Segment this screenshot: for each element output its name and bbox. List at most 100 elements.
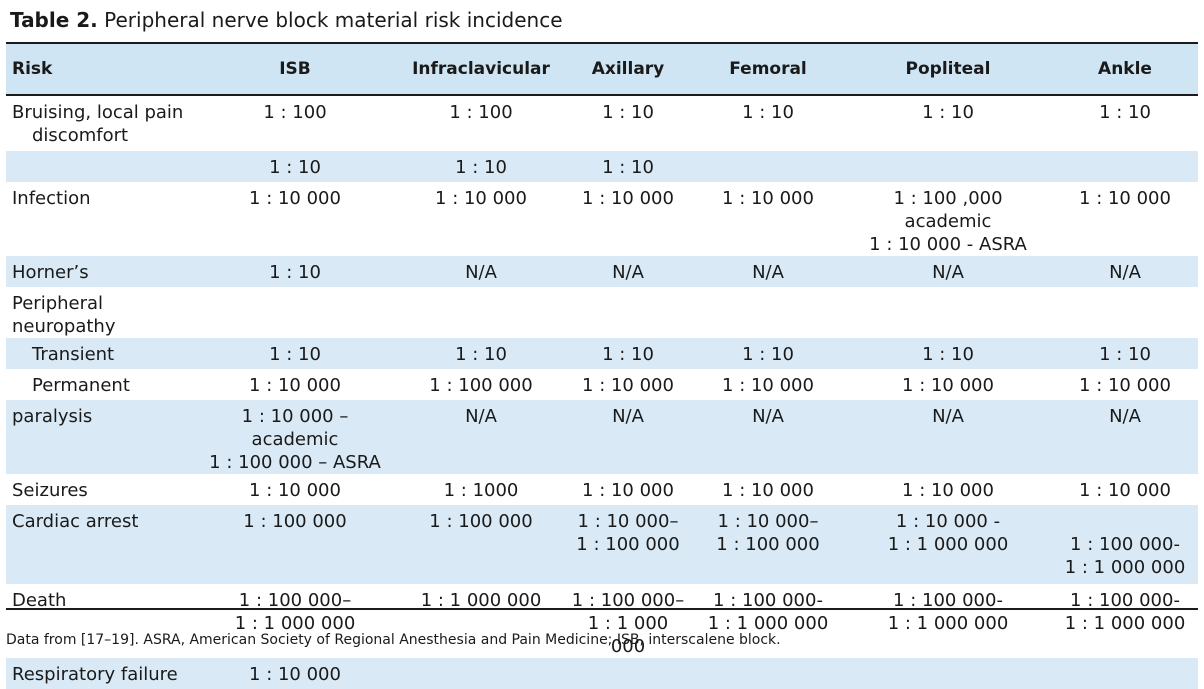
table-row: Permanent 1 : 10 000 1 : 100 000 1 : 10 000… [6,369,1198,400]
value-cell: 1 : 10 000 [398,182,564,256]
risk-cell: Infection [6,182,192,256]
incidence-value: 1 : 10 000 - ASRA [869,234,1027,255]
incidence-value: N/A [1109,406,1141,427]
incidence-value: 1 : 10 [1099,102,1151,123]
value-cell: N/A [564,256,692,287]
incidence-value: 1 : 10 000 [722,188,814,209]
value-cell: 1 : 100 [398,95,564,151]
value-cell: 1 : 10 000 [564,474,692,505]
incidence-value [198,292,392,315]
risk-label: paralysis [12,406,93,427]
value-cell [398,287,564,338]
footnote: Data from [17–19]. ASRA, American Societ… [6,632,781,648]
incidence-value: 1 : 10 [922,102,974,123]
risk-label: Transient [32,344,115,365]
incidence-value [404,663,558,686]
incidence-value: 1 : 10 000 [722,375,814,396]
incidence-value [1058,156,1192,179]
incidence-value: 1 : 1 000 000 [887,534,1009,555]
value-cell: 1 : 10 [192,256,398,287]
col-header-ankle: Ankle [1052,44,1198,96]
incidence-value: 1 : 100 000- [713,590,823,611]
value-cell: N/A [398,400,564,474]
incidence-value: 1 : 10 [269,157,321,178]
risk-cell: Seizures [6,474,192,505]
value-cell: 1 : 10 000 [192,369,398,400]
incidence-value: 1 : 1 000 000 [587,613,669,657]
risk-label: Seizures [12,480,88,501]
incidence-value: 1 : 100 000 [429,511,533,532]
incidence-value [698,156,838,179]
risk-cell: paralysis [6,400,192,474]
value-cell: 1 : 1 000 000 [398,584,564,658]
value-cell [844,151,1052,182]
value-cell: 1 : 10 000 [192,474,398,505]
value-cell [692,151,844,182]
risk-label: Respiratory failure [12,664,178,685]
value-cell: N/A [1052,400,1198,474]
value-cell: 1 : 100 000 [398,369,564,400]
incidence-value: 1 : 10 [922,344,974,365]
incidence-value: 1 : 1 000 000 [234,613,356,634]
value-cell [1052,658,1198,689]
value-cell: 1 : 10 000 [1052,369,1198,400]
col-header-popliteal: Popliteal [844,44,1052,96]
incidence-value: 1 : 10 000 [1079,375,1171,396]
incidence-value: N/A [612,406,644,427]
incidence-value: N/A [752,406,784,427]
incidence-value: 1 : 10 000 [435,188,527,209]
value-cell: 1 : 10 000 [1052,474,1198,505]
col-header-infraclavicular: Infraclavicular [398,44,564,96]
incidence-value: 1 : 10 000 [249,664,341,685]
value-cell: N/A [844,400,1052,474]
incidence-value: 1 : 100 000– [238,590,352,611]
value-cell: N/A [398,256,564,287]
incidence-value [404,292,558,315]
value-cell: N/A [1052,256,1198,287]
incidence-value: 1 : 100 000- [1070,590,1180,611]
value-cell: 1 : 10 000– 1 : 100 000 [692,505,844,584]
table-row: Infection 1 : 10 000 1 : 10 000 1 : 10 000 1… [6,182,1198,256]
value-cell: 1 : 10 000 [692,474,844,505]
value-cell: 1 : 10 000 – academic 1 : 100 000 – ASRA [192,400,398,474]
value-cell: 1 : 100 ,000 academic 1 : 10 000 - ASRA [844,182,1052,256]
table-body: Bruising, local pain discomfort 1 : 100 1 :… [6,95,1198,689]
value-cell [398,658,564,689]
incidence-value: 1 : 1 000 000 [1064,613,1186,634]
col-header-femoral: Femoral [692,44,844,96]
table-row: Transient 1 : 10 1 : 10 1 : 10 1 : 10 1 : 10 1… [6,338,1198,369]
value-cell: 1 : 10 [192,338,398,369]
incidence-value [1058,292,1192,315]
value-cell: N/A [564,400,692,474]
value-cell: 1 : 10 [692,95,844,151]
value-cell: 1 : 10 000 [844,369,1052,400]
table-number: Table 2. [10,8,98,32]
incidence-value: 1 : 10 [602,102,654,123]
incidence-value: 1 : 10 000 [1079,480,1171,501]
page: Table 2. Peripheral nerve block material… [6,8,1198,689]
value-cell: 1 : 10 [692,338,844,369]
incidence-value [698,292,838,315]
incidence-value: 1 : 100 ,000 academic [893,188,1003,232]
value-cell: 1 : 10 [564,95,692,151]
value-cell: 1 : 10 [398,338,564,369]
table-row: Bruising, local pain discomfort 1 : 100 1 :… [6,95,1198,151]
table-title: Table 2. Peripheral nerve block material… [10,8,563,32]
value-cell: 1 : 10 000 [192,182,398,256]
value-cell: 1 : 100 000- 1 : 1 000 000 [1052,505,1198,584]
value-cell: 1 : 100 [192,95,398,151]
value-cell: 1 : 10 000 [192,658,398,689]
risk-label: Cardiac arrest [12,511,139,532]
value-cell: 1 : 10 000 -1 : 1 000 000 [844,505,1052,584]
value-cell [1052,287,1198,338]
value-cell: 1 : 10 000 [1052,182,1198,256]
risk-label: Infection [12,188,91,209]
incidence-value: 1 : 10 [455,344,507,365]
incidence-value: 1 : 1 000 000 [887,613,1009,634]
value-cell: 1 : 10 000– 1 : 100 000 [564,505,692,584]
value-cell: 1 : 100 000- 1 : 1 000 000 [844,584,1052,658]
table-row: Death 1 : 100 000– 1 : 1 000 000 1 : 1 000 … [6,584,1198,658]
value-cell: 1 : 10 [192,151,398,182]
table-row: Seizures 1 : 10 000 1 : 1000 1 : 10 000 1 : … [6,474,1198,505]
top-rule [6,42,1198,44]
